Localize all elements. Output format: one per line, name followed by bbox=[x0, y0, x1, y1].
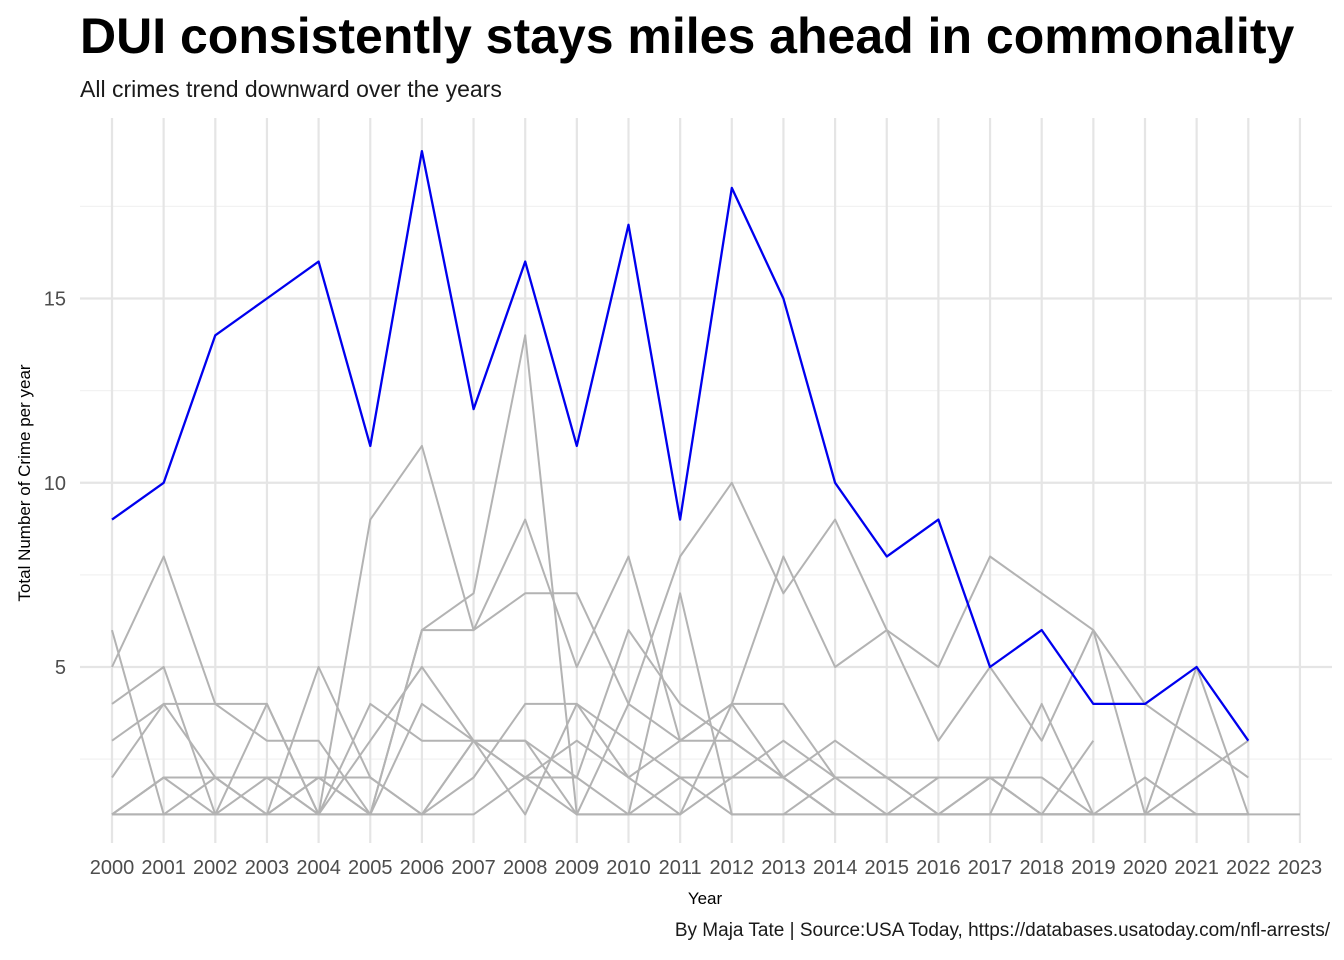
x-tick-label: 2003 bbox=[245, 857, 290, 879]
x-tick-label: 2002 bbox=[193, 857, 238, 879]
x-tick-label: 2018 bbox=[1019, 857, 1064, 879]
x-tick-label: 2019 bbox=[1071, 857, 1116, 879]
chart-title: DUI consistently stays miles ahead in co… bbox=[80, 8, 1295, 64]
highlighted-series bbox=[111, 149, 1250, 742]
y-tick-label: 10 bbox=[44, 473, 66, 495]
series-line-dui bbox=[111, 149, 1250, 742]
chart-subtitle: All crimes trend downward over the years bbox=[80, 76, 502, 102]
x-tick-label: 2014 bbox=[813, 857, 858, 879]
y-tick-label: 15 bbox=[44, 289, 66, 311]
series-line bbox=[111, 702, 1249, 816]
series-line bbox=[111, 592, 1095, 816]
x-tick-label: 2023 bbox=[1278, 857, 1323, 879]
x-tick-label: 2001 bbox=[141, 857, 186, 879]
x-tick-label: 2006 bbox=[400, 857, 445, 879]
x-tick-label: 2017 bbox=[968, 857, 1013, 879]
x-tick-label: 2022 bbox=[1226, 857, 1271, 879]
x-tick-label: 2004 bbox=[296, 857, 341, 879]
x-tick-label: 2010 bbox=[606, 857, 651, 879]
y-tick-label: 5 bbox=[55, 657, 66, 679]
x-tick-label: 2008 bbox=[503, 857, 548, 879]
x-tick-label: 2021 bbox=[1174, 857, 1219, 879]
x-tick-label: 2000 bbox=[90, 857, 135, 879]
series-line bbox=[112, 702, 1249, 816]
y-axis-ticks: 5 10 15 bbox=[44, 289, 66, 680]
y-axis-title: Total Number of Crime per year bbox=[15, 364, 34, 601]
x-tick-label: 2007 bbox=[451, 857, 496, 879]
background-series bbox=[111, 334, 1300, 816]
series-line bbox=[111, 334, 1249, 816]
chart-caption: By Maja Tate | Source:USA Today, https:/… bbox=[674, 920, 1330, 941]
x-tick-label: 2011 bbox=[659, 857, 702, 879]
x-tick-label: 2016 bbox=[916, 857, 961, 879]
x-axis-title: Year bbox=[688, 889, 723, 908]
x-tick-label: 2005 bbox=[348, 857, 393, 879]
x-tick-label: 2009 bbox=[555, 857, 600, 879]
x-tick-label: 2015 bbox=[865, 857, 910, 879]
x-axis-ticks: 2000 2001 2002 2003 2004 2005 2006 2007 2008 2009… bbox=[90, 857, 1322, 879]
x-tick-label: 2012 bbox=[710, 857, 755, 879]
x-tick-label: 2020 bbox=[1123, 857, 1168, 879]
grid-lines bbox=[80, 118, 1332, 843]
x-tick-label: 2013 bbox=[761, 857, 806, 879]
